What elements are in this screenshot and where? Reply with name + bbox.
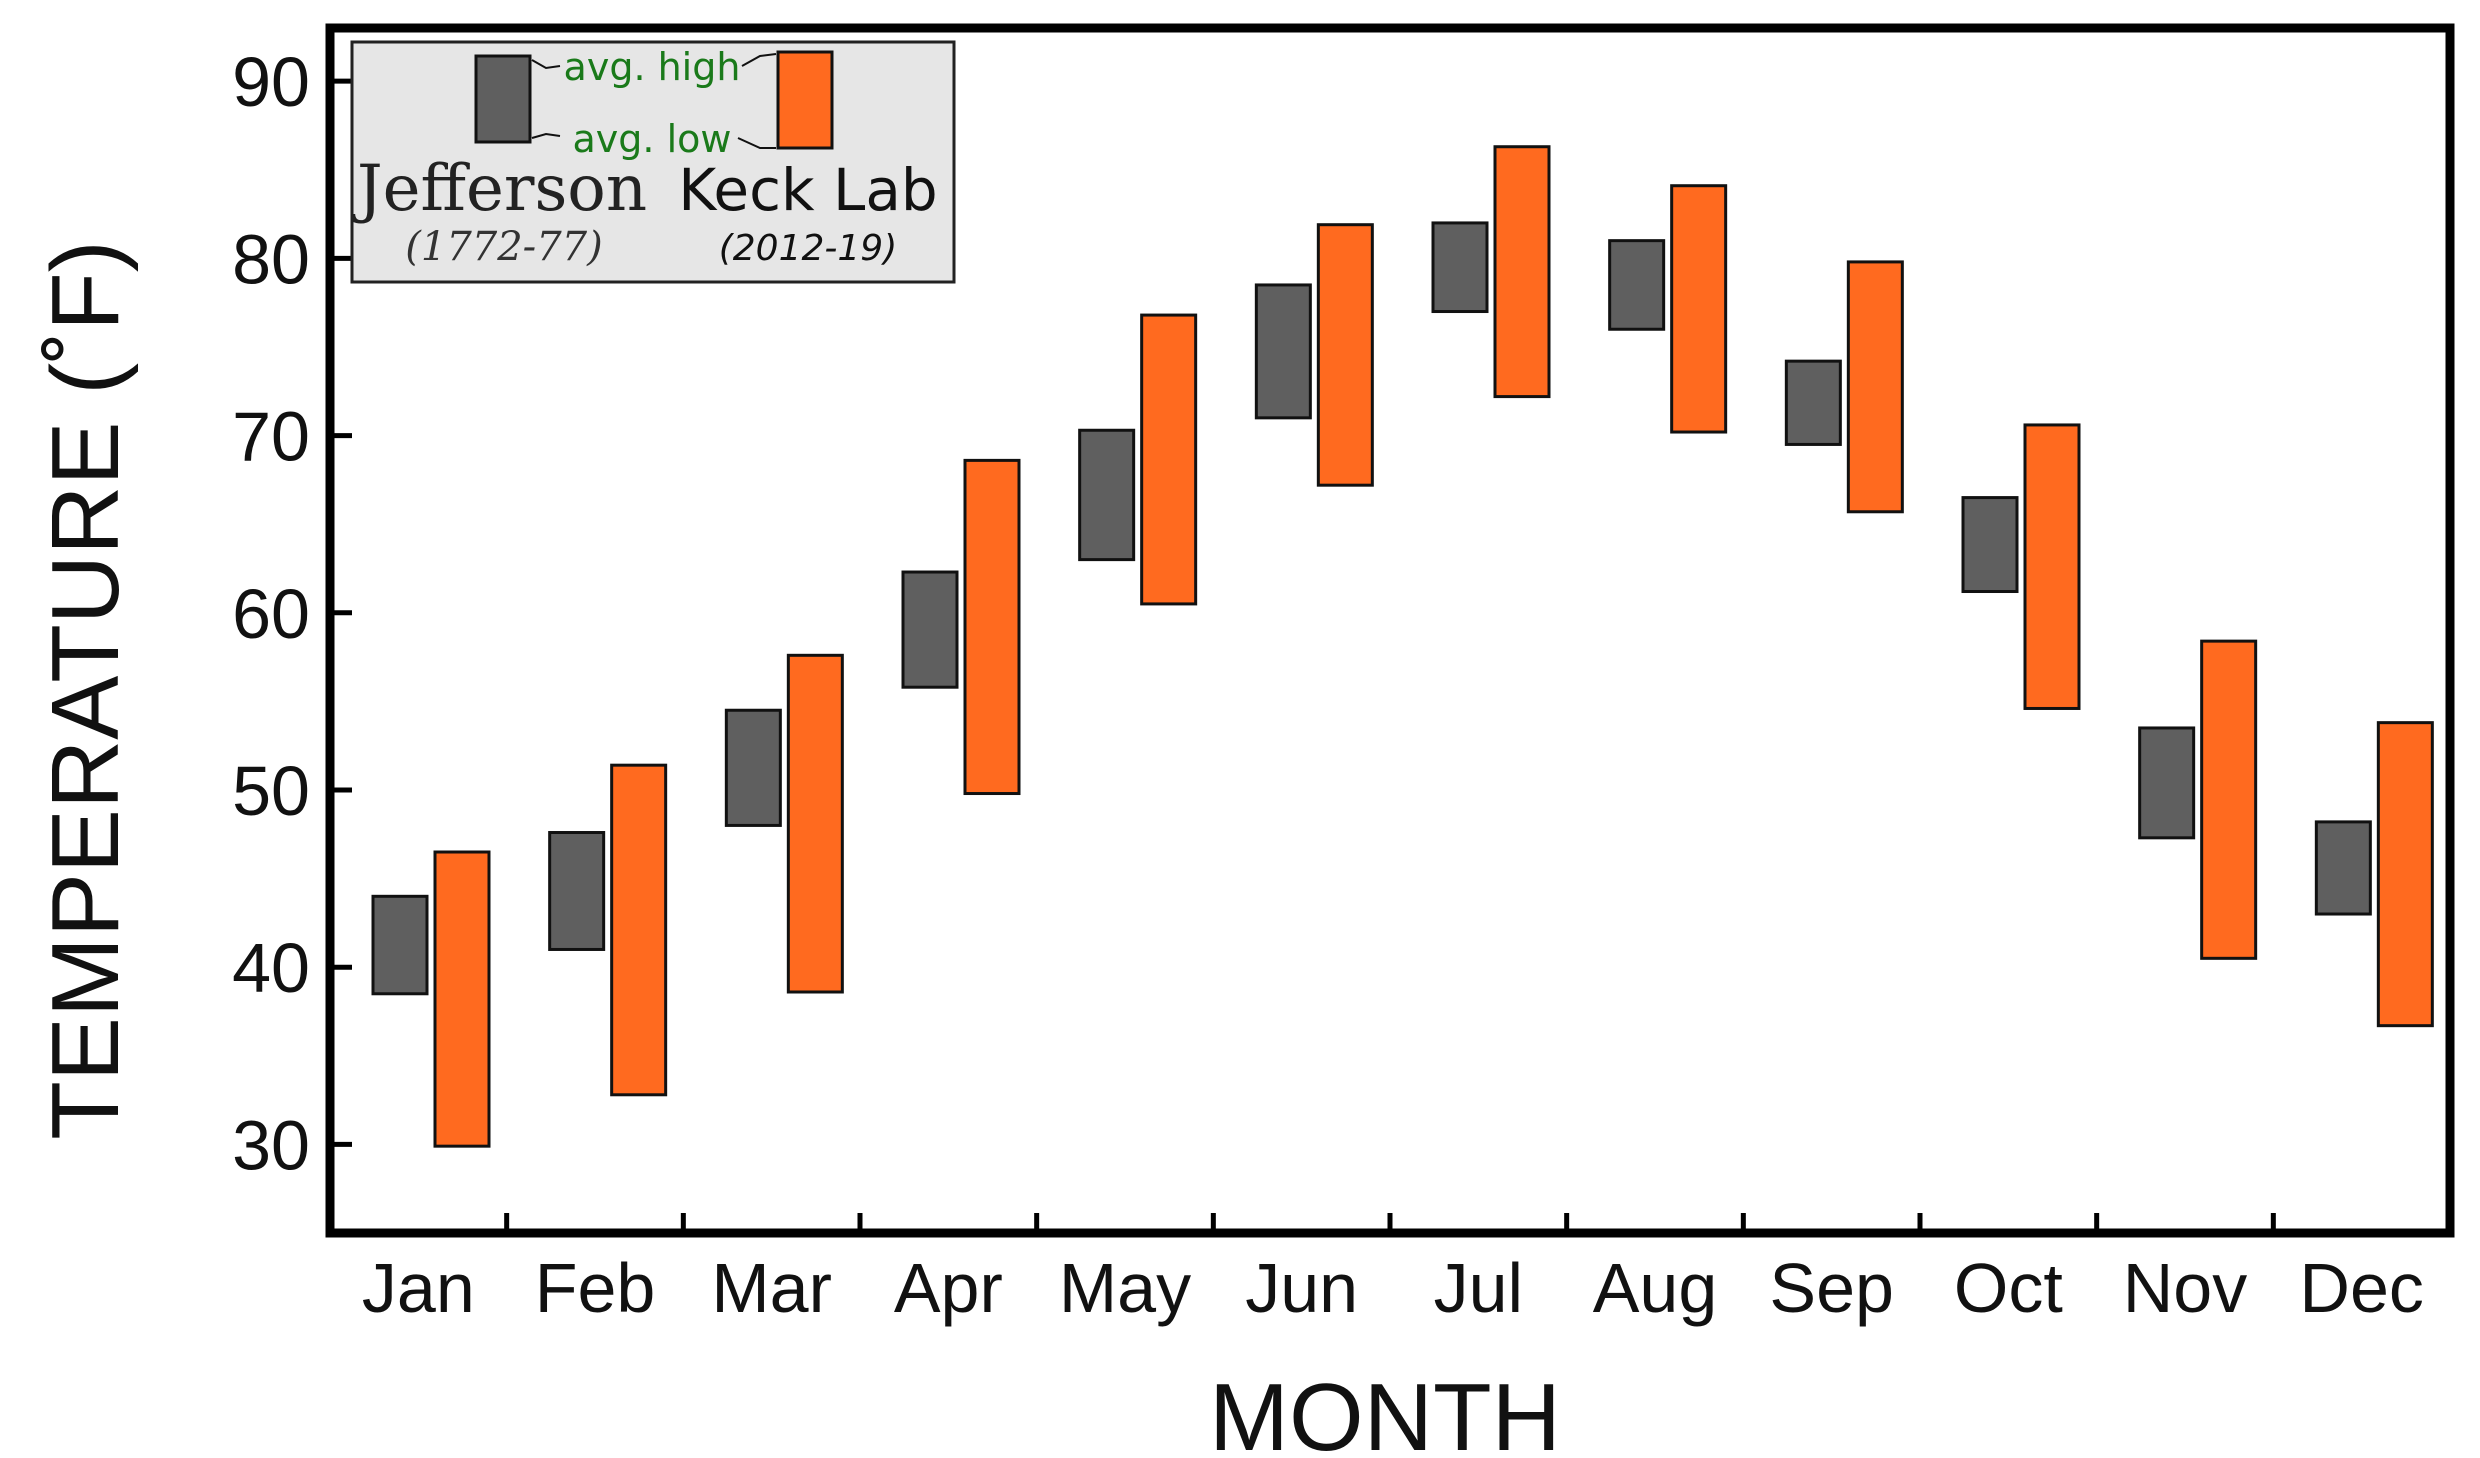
y-tick-label: 30: [232, 1106, 310, 1184]
bar-keck-apr: [963, 458, 1021, 796]
x-tick-label-apr: Apr: [894, 1249, 1003, 1327]
x-tick-label-nov: Nov: [2123, 1249, 2247, 1327]
x-axis-title: MONTH: [1209, 1364, 1561, 1458]
y-tick-label: 50: [232, 752, 310, 830]
legend-leader-low-left: [531, 132, 561, 139]
bar-keck-may: [1140, 313, 1198, 606]
x-tick-label-oct: Oct: [1954, 1249, 2063, 1327]
y-tick-label: 80: [232, 220, 310, 298]
y-axis-title: TEMPERATURE (˚F): [32, 240, 139, 1139]
bar-keck-jan: [433, 850, 491, 1148]
y-tick-label: 60: [232, 575, 310, 653]
bar-keck-nov: [2200, 639, 2258, 960]
legend-series-keck: Keck Lab: [678, 156, 937, 224]
legend-period-jefferson: (1772-77): [405, 224, 602, 270]
bar-jefferson-dec: [2314, 820, 2372, 916]
bar-jefferson-jan: [371, 894, 429, 996]
bar-keck-sep: [1846, 260, 1904, 514]
y-tick-label: 90: [232, 43, 310, 121]
legend-leader-low-right: [737, 137, 776, 149]
bar-jefferson-sep: [1784, 359, 1842, 446]
legend-swatch-jefferson: [474, 54, 532, 144]
y-axis: 30 40 50 60 70 80 90: [232, 43, 352, 1184]
x-tick-label-aug: Aug: [1593, 1249, 1718, 1327]
bar-jefferson-nov: [2138, 726, 2196, 840]
legend-low-label: avg. low: [573, 117, 732, 161]
x-tick-label-feb: Feb: [535, 1249, 656, 1327]
bar-jefferson-aug: [1608, 239, 1666, 331]
bar-keck-feb: [610, 763, 668, 1097]
bar-keck-jun: [1316, 223, 1374, 487]
y-tick-label: 70: [232, 398, 310, 476]
legend-leader-high-left: [531, 59, 561, 70]
x-tick-label-jun: Jun: [1245, 1249, 1358, 1327]
x-axis: Jan Feb Mar Apr May Jun Jul Aug Sep Oct Nov Dec: [362, 1213, 2424, 1327]
bar-keck-oct: [2023, 423, 2081, 710]
legend-high-label: avg. high: [564, 45, 741, 89]
bars-layer: [371, 145, 2434, 1148]
legend-swatch-keck: [776, 50, 834, 150]
x-tick-label-jan: Jan: [362, 1249, 475, 1327]
bar-jefferson-mar: [724, 708, 782, 827]
y-tick-label: 40: [232, 929, 310, 1007]
bar-jefferson-oct: [1961, 496, 2019, 594]
legend-box: [350, 40, 956, 284]
bar-keck-jul: [1493, 145, 1551, 399]
legend-series-jefferson: Jefferson: [351, 152, 647, 226]
legend-leader-high-right: [741, 53, 777, 67]
bar-keck-aug: [1670, 184, 1728, 434]
bar-jefferson-may: [1078, 428, 1136, 562]
bar-jefferson-jun: [1254, 283, 1312, 420]
x-tick-label-dec: Dec: [2299, 1249, 2423, 1327]
x-tick-label-may: May: [1059, 1249, 1191, 1327]
bar-jefferson-feb: [548, 831, 606, 951]
bar-jefferson-jul: [1431, 221, 1489, 314]
bar-jefferson-apr: [901, 570, 959, 689]
x-tick-label-mar: Mar: [711, 1249, 832, 1327]
x-tick-label-sep: Sep: [1769, 1249, 1894, 1327]
legend-period-keck: (2012-19): [719, 228, 898, 269]
bar-keck-mar: [786, 653, 844, 994]
legend: avg. high avg. low Jefferson (1772-77) K…: [350, 40, 956, 284]
bar-keck-dec: [2376, 721, 2434, 1028]
x-tick-label-jul: Jul: [1434, 1249, 1523, 1327]
